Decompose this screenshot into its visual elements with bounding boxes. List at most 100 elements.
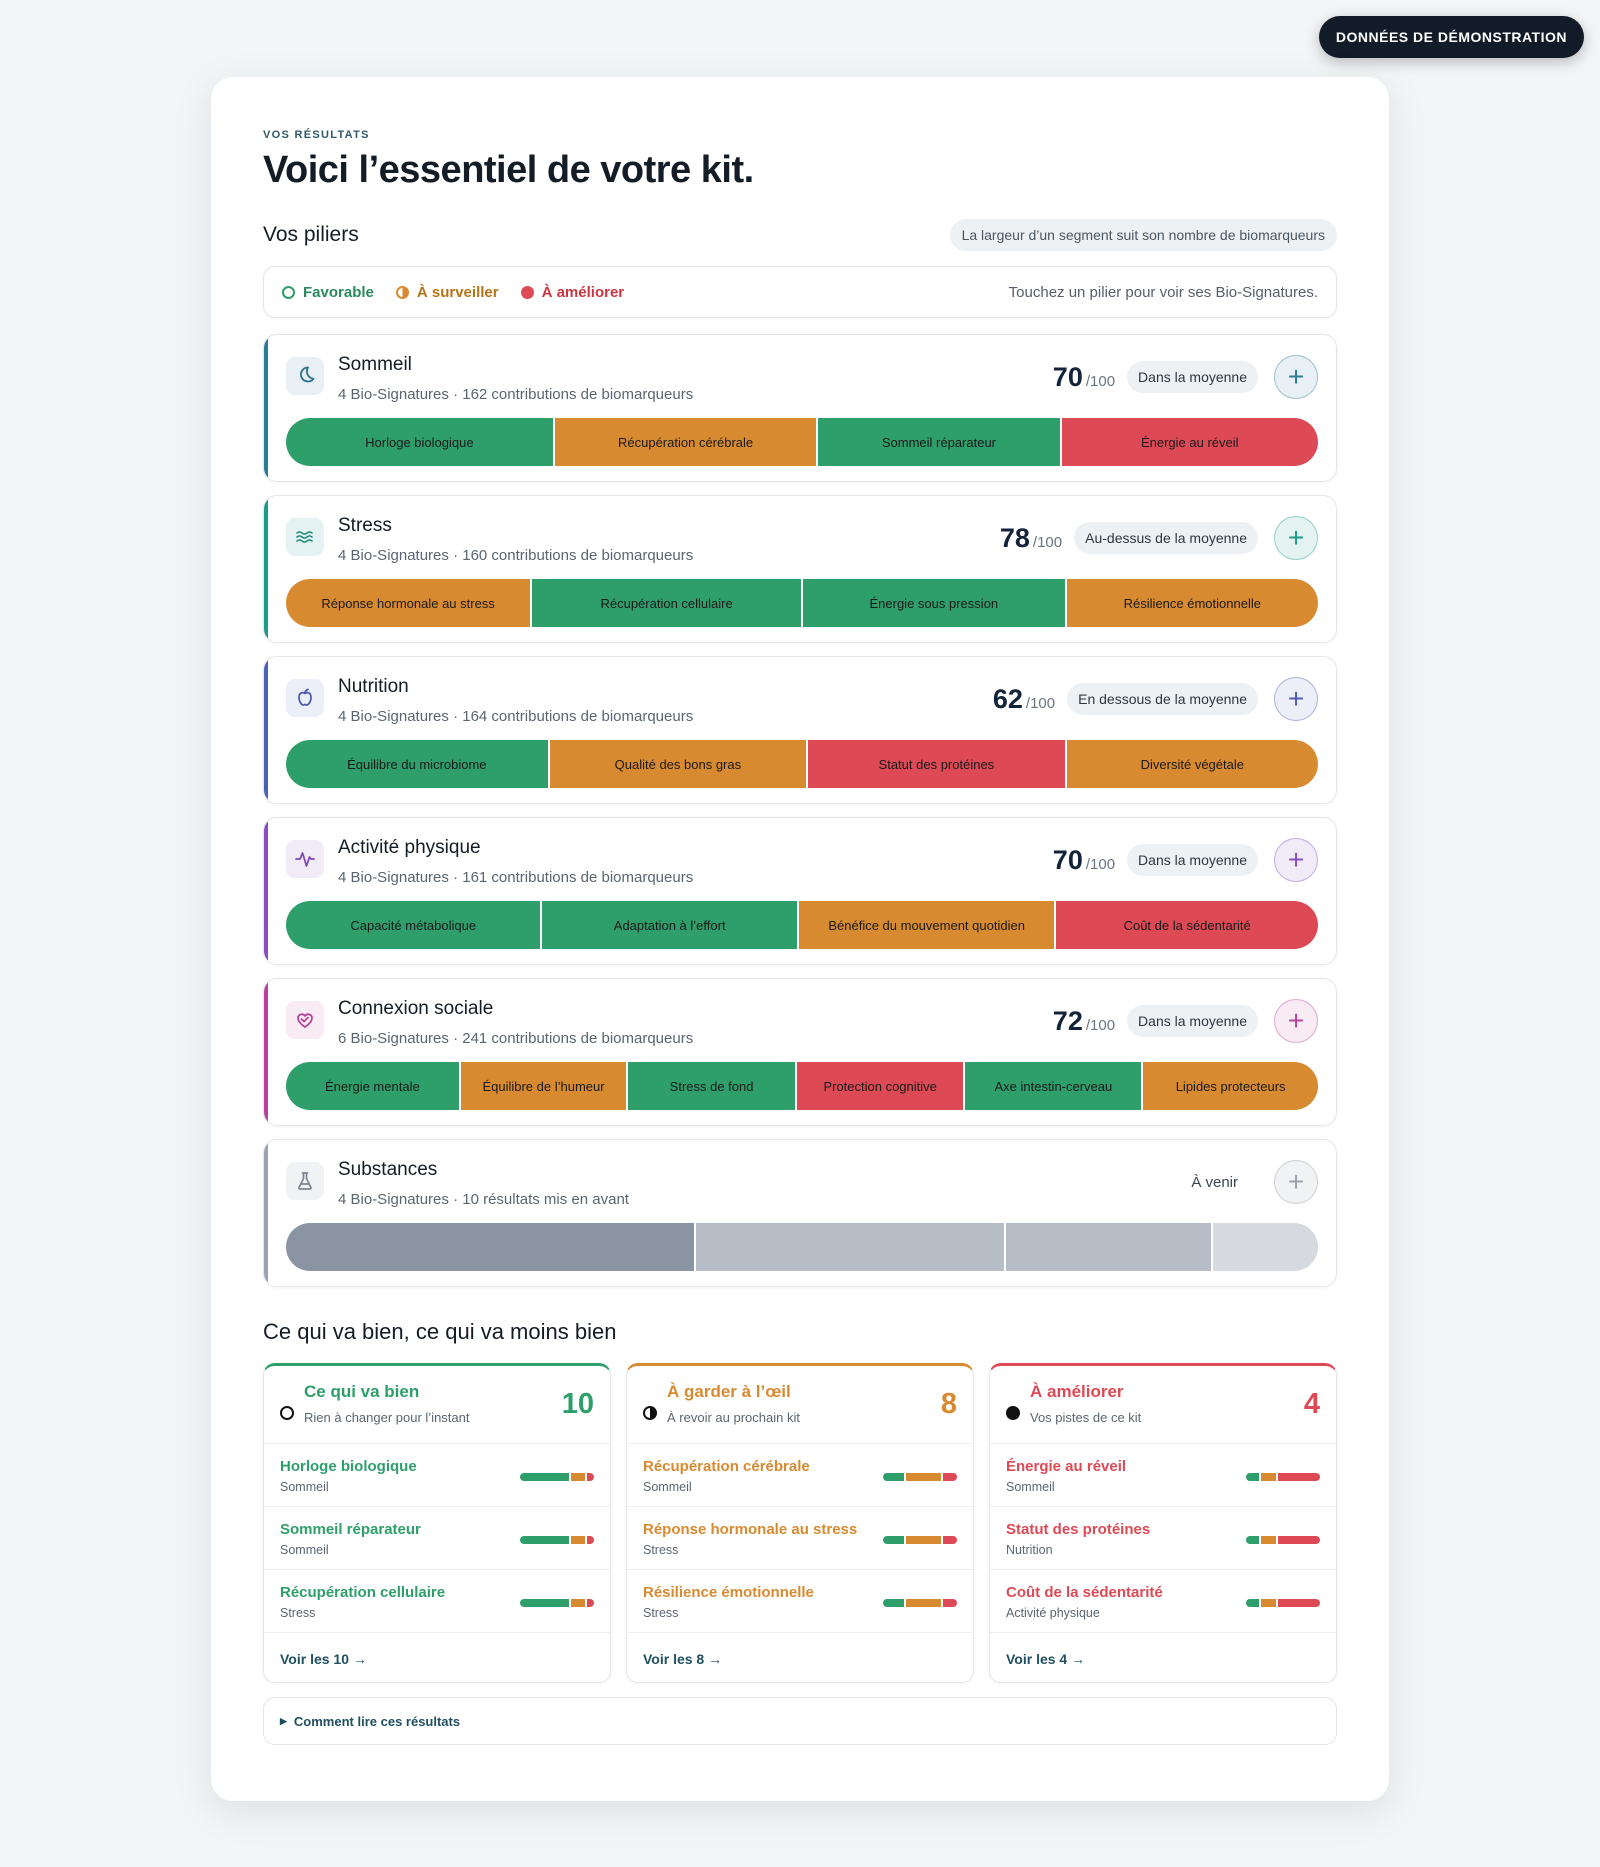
- half-circle-icon: [643, 1406, 657, 1420]
- pillar-card[interactable]: Connexion sociale 6 Bio-Signatures · 241 …: [263, 978, 1337, 1126]
- see-all-link[interactable]: Voir les 8 →: [643, 1651, 723, 1667]
- bio-signature-segment[interactable]: Axe intestin-cerveau: [965, 1062, 1144, 1110]
- summary-section-title: Ce qui va bien, ce qui va moins bien: [263, 1319, 617, 1344]
- list-item-pillar: Sommeil: [643, 1480, 692, 1494]
- summary-column-text: À améliorer Vos pistes de ce kit: [1030, 1382, 1304, 1443]
- mini-status-segment: [906, 1536, 941, 1544]
- bio-signature-segment[interactable]: Protection cognitive: [796, 1062, 966, 1110]
- bio-signature-segment[interactable]: Réponse hormonale au stress: [286, 579, 533, 627]
- summary-column-count: 10: [561, 1388, 594, 1420]
- mini-status-segment: [587, 1599, 594, 1607]
- bio-signature-segment[interactable]: Sommeil réparateur: [818, 418, 1062, 466]
- list-item[interactable]: Résilience émotionnelle Stress: [627, 1570, 973, 1633]
- score-max: /100: [1085, 1016, 1116, 1034]
- bio-signature-segment[interactable]: Coût de la sédentarité: [1056, 901, 1318, 949]
- expand-pillar-button[interactable]: +: [1274, 677, 1318, 721]
- bio-signature-segment: [1213, 1223, 1318, 1271]
- half-circle-icon: [395, 285, 409, 299]
- summary-column-subtitle: À revoir au prochain kit: [667, 1410, 800, 1425]
- mini-status-bar: [520, 1536, 594, 1544]
- list-item[interactable]: Statut des protéines Nutrition: [990, 1507, 1336, 1570]
- bio-signature-segment[interactable]: Diversité végétale: [1066, 740, 1318, 788]
- pillar-header: Substances 4 Bio-Signatures · 10 résultat…: [286, 1158, 1318, 1220]
- bio-signature-segment[interactable]: Énergie mentale: [286, 1062, 461, 1110]
- list-item[interactable]: Récupération cellulaire Stress: [264, 1570, 610, 1633]
- pillar-accent-bar: [264, 657, 268, 803]
- pillars-header: Vos piliers La largeur d’un segment suit…: [263, 218, 1337, 252]
- list-item-text: Horloge biologique Sommeil: [280, 1458, 417, 1506]
- list-item[interactable]: Récupération cérébrale Sommeil: [627, 1444, 973, 1507]
- list-item[interactable]: Énergie au réveil Sommeil: [990, 1444, 1336, 1507]
- summary-column-text: Ce qui va bien Rien à changer pour l’inst…: [304, 1382, 562, 1443]
- pillar-card[interactable]: Sommeil 4 Bio-Signatures · 162 contributi…: [263, 334, 1337, 482]
- segment-width-hint: La largeur d’un segment suit son nombre …: [949, 219, 1337, 251]
- bio-signature-segment[interactable]: Lipides protecteurs: [1143, 1062, 1318, 1110]
- score-max: /100: [1032, 533, 1063, 551]
- bio-signature-segment[interactable]: Statut des protéines: [808, 740, 1067, 788]
- pillar-names: Activité physique 4 Bio-Signatures · 161 …: [338, 836, 1053, 886]
- score-value: 70: [1052, 361, 1083, 392]
- pillar-card[interactable]: Stress 4 Bio-Signatures · 160 contributio…: [263, 495, 1337, 643]
- expand-pillar-button[interactable]: +: [1274, 838, 1318, 882]
- expand-pillar-button[interactable]: +: [1274, 355, 1318, 399]
- expand-pillar-button[interactable]: +: [1274, 1160, 1318, 1204]
- list-item[interactable]: Horloge biologique Sommeil: [264, 1444, 610, 1507]
- bio-signature-segment[interactable]: Résilience émotionnelle: [1066, 579, 1318, 627]
- how-to-read-label: Comment lire ces résultats: [293, 1713, 461, 1729]
- list-item[interactable]: Sommeil réparateur Sommeil: [264, 1507, 610, 1570]
- list-item-pillar: Stress: [643, 1543, 679, 1557]
- bio-signature-segment[interactable]: Énergie au réveil: [1061, 418, 1318, 466]
- mini-status-segment: [571, 1536, 585, 1544]
- apple-icon: [298, 688, 312, 706]
- how-to-read-toggle[interactable]: ▶ Comment lire ces résultats: [263, 1697, 1337, 1745]
- pillar-subtitle: 4 Bio-Signatures · 162 contributions de …: [338, 386, 694, 403]
- mini-status-segment: [906, 1599, 941, 1607]
- mini-status-segment: [571, 1599, 585, 1607]
- expand-pillar-button[interactable]: +: [1274, 516, 1318, 560]
- bio-signature-segment[interactable]: Adaptation à l’effort: [542, 901, 799, 949]
- mini-status-segment: [520, 1473, 569, 1481]
- mini-status-segment: [587, 1473, 594, 1481]
- score-max: /100: [1085, 855, 1116, 873]
- list-item-pillar: Nutrition: [1006, 1543, 1053, 1557]
- bio-signature-segment[interactable]: Équilibre du microbiome: [286, 740, 550, 788]
- pillar-score: 78/100: [1000, 523, 1062, 554]
- pillar-subtitle: 6 Bio-Signatures · 241 contributions de …: [338, 1030, 694, 1047]
- bio-signature-segment[interactable]: Équilibre de l’humeur: [460, 1062, 629, 1110]
- list-item-name: Énergie au réveil: [1006, 1458, 1127, 1475]
- bio-signature-segment[interactable]: Récupération cérébrale: [554, 418, 819, 466]
- expand-pillar-button[interactable]: +: [1274, 999, 1318, 1043]
- bio-signature-segment[interactable]: Qualité des bons gras: [549, 740, 809, 788]
- list-item-name: Coût de la sédentarité: [1006, 1584, 1163, 1601]
- pillar-score: 72/100: [1053, 1006, 1115, 1037]
- summary-column-subtitle: Rien à changer pour l’instant: [304, 1410, 470, 1425]
- summary-column-subtitle: Vos pistes de ce kit: [1030, 1410, 1142, 1425]
- bio-signature-segment[interactable]: Bénéfice du mouvement quotidien: [798, 901, 1057, 949]
- pillar-title: Substances: [338, 1159, 438, 1180]
- see-all-link[interactable]: Voir les 4 →: [1006, 1651, 1086, 1667]
- list-item-text: Énergie au réveil Sommeil: [1006, 1458, 1126, 1506]
- mini-status-segment: [943, 1473, 957, 1481]
- list-item[interactable]: Réponse hormonale au stress Stress: [627, 1507, 973, 1570]
- pillar-score-area: À venir +: [1171, 1160, 1318, 1204]
- bio-signature-segment[interactable]: Stress de fond: [628, 1062, 797, 1110]
- pillar-card[interactable]: Activité physique 4 Bio-Signatures · 161 …: [263, 817, 1337, 965]
- bio-signature-segment[interactable]: Capacité métabolique: [286, 901, 543, 949]
- pillar-score: 70/100: [1053, 845, 1115, 876]
- pillar-card[interactable]: Nutrition 4 Bio-Signatures · 164 contribu…: [263, 656, 1337, 804]
- pillar-card[interactable]: Substances 4 Bio-Signatures · 10 résultat…: [263, 1139, 1337, 1287]
- bio-signature-segment[interactable]: Horloge biologique: [286, 418, 555, 466]
- pillars-section-title: Vos piliers: [263, 223, 359, 246]
- bio-signature-segment[interactable]: Énergie sous pression: [803, 579, 1067, 627]
- bio-signature-segment[interactable]: Récupération cellulaire: [532, 579, 803, 627]
- pillar-names: Substances 4 Bio-Signatures · 10 résultat…: [338, 1158, 1171, 1208]
- demo-data-badge[interactable]: DONNÉES DE DÉMONSTRATION: [1318, 16, 1584, 58]
- list-item-pillar: Sommeil: [280, 1480, 329, 1494]
- mini-status-bar: [1246, 1536, 1320, 1544]
- status-badge: En dessous de la moyenne: [1067, 683, 1258, 715]
- list-item[interactable]: Coût de la sédentarité Activité physique: [990, 1570, 1336, 1633]
- mini-status-bar: [1246, 1599, 1320, 1607]
- list-item-name: Récupération cellulaire: [280, 1584, 446, 1601]
- see-all-link[interactable]: Voir les 10 →: [280, 1651, 367, 1667]
- legend-watch: À surveiller: [395, 284, 499, 301]
